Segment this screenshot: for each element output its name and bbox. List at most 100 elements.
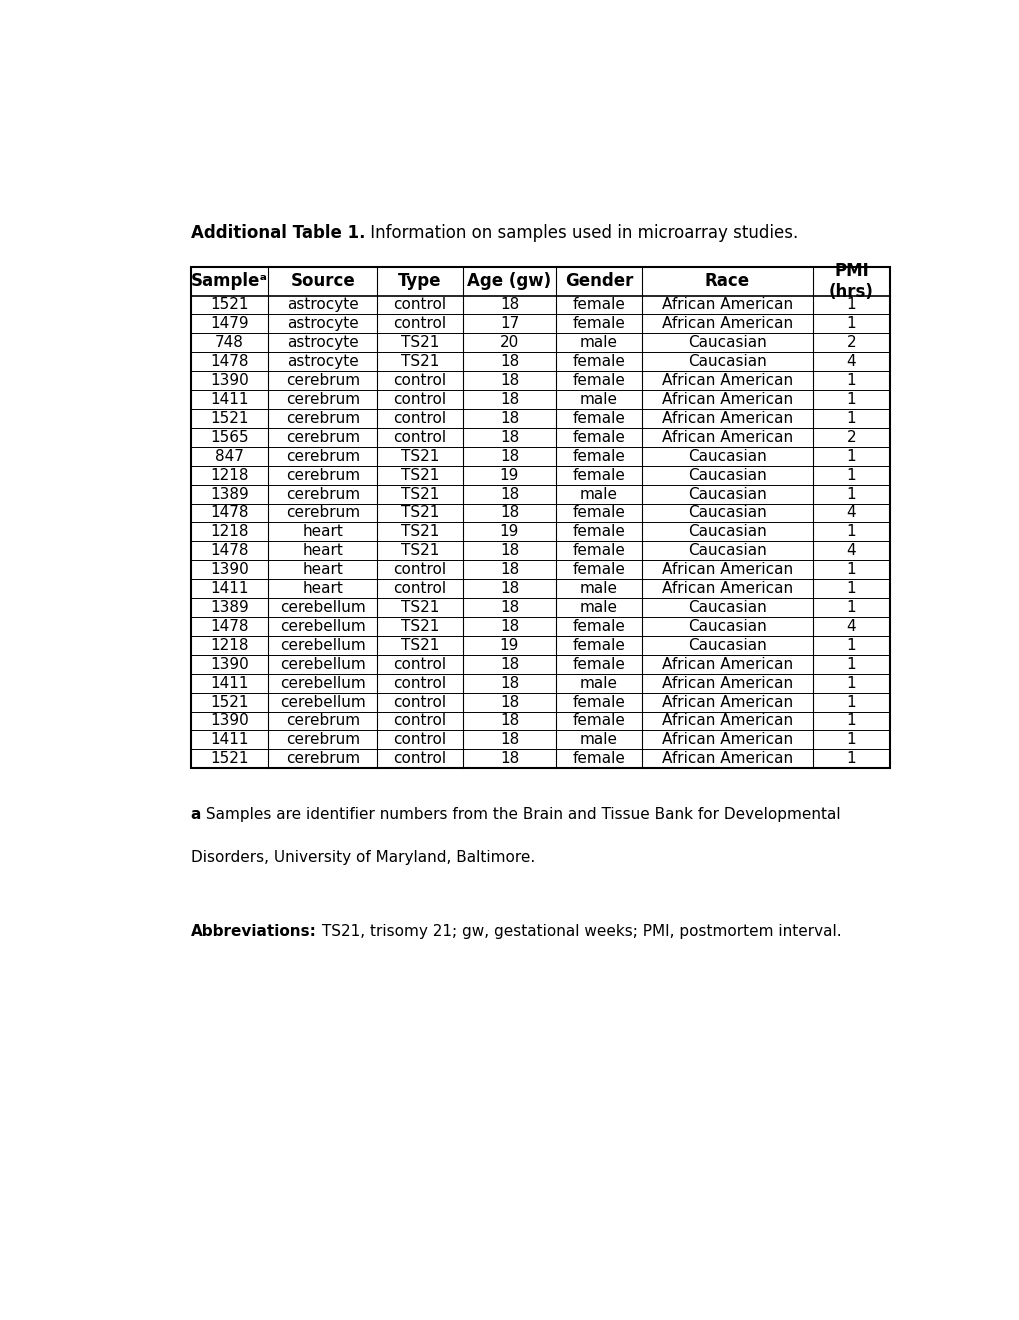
Text: 18: 18 <box>499 694 519 710</box>
Text: 1478: 1478 <box>210 354 249 370</box>
Text: Source: Source <box>290 272 355 290</box>
Text: 1478: 1478 <box>210 544 249 558</box>
Text: Additional Table 1.: Additional Table 1. <box>191 224 365 243</box>
Text: control: control <box>393 751 446 767</box>
Text: 1521: 1521 <box>210 411 249 426</box>
Text: 18: 18 <box>499 714 519 729</box>
Text: heart: heart <box>303 581 343 597</box>
Text: Samples are identifier numbers from the Brain and Tissue Bank for Developmental: Samples are identifier numbers from the … <box>201 807 840 822</box>
Text: cerebrum: cerebrum <box>285 487 360 502</box>
Text: heart: heart <box>303 562 343 577</box>
Text: Disorders, University of Maryland, Baltimore.: Disorders, University of Maryland, Balti… <box>191 850 535 865</box>
Text: 1218: 1218 <box>210 467 249 483</box>
Text: 18: 18 <box>499 562 519 577</box>
Text: 19: 19 <box>499 638 519 653</box>
Text: control: control <box>393 657 446 672</box>
Text: 1218: 1218 <box>210 638 249 653</box>
Text: female: female <box>572 657 625 672</box>
Text: Caucasian: Caucasian <box>687 506 765 520</box>
Text: female: female <box>572 506 625 520</box>
Text: 18: 18 <box>499 392 519 407</box>
Text: female: female <box>572 619 625 634</box>
Text: TS21: TS21 <box>400 638 439 653</box>
Text: 18: 18 <box>499 544 519 558</box>
Text: 1521: 1521 <box>210 751 249 767</box>
Text: Caucasian: Caucasian <box>687 544 765 558</box>
Text: 1: 1 <box>846 562 855 577</box>
Text: heart: heart <box>303 544 343 558</box>
Text: female: female <box>572 317 625 331</box>
Text: control: control <box>393 676 446 690</box>
Text: Sampleᵃ: Sampleᵃ <box>191 272 268 290</box>
Text: cerebrum: cerebrum <box>285 751 360 767</box>
Text: African American: African American <box>661 374 792 388</box>
Text: 1: 1 <box>846 524 855 540</box>
Text: Caucasian: Caucasian <box>687 524 765 540</box>
Text: 1521: 1521 <box>210 694 249 710</box>
Text: female: female <box>572 449 625 463</box>
Text: cerebrum: cerebrum <box>285 392 360 407</box>
Text: African American: African American <box>661 733 792 747</box>
Text: 1390: 1390 <box>210 374 249 388</box>
Text: female: female <box>572 751 625 767</box>
Text: astrocyte: astrocyte <box>286 354 359 370</box>
Text: 18: 18 <box>499 297 519 313</box>
Text: 1411: 1411 <box>210 676 249 690</box>
Text: 4: 4 <box>846 619 855 634</box>
Text: Caucasian: Caucasian <box>687 467 765 483</box>
Text: TS21, trisomy 21; gw, gestational weeks; PMI, postmortem interval.: TS21, trisomy 21; gw, gestational weeks;… <box>316 924 841 939</box>
Text: 18: 18 <box>499 411 519 426</box>
Text: 17: 17 <box>499 317 519 331</box>
Text: African American: African American <box>661 751 792 767</box>
Text: 1: 1 <box>846 601 855 615</box>
Text: 18: 18 <box>499 676 519 690</box>
Text: African American: African American <box>661 581 792 597</box>
Text: astrocyte: astrocyte <box>286 297 359 313</box>
Text: 20: 20 <box>499 335 519 350</box>
Text: male: male <box>579 581 618 597</box>
Text: 1521: 1521 <box>210 297 249 313</box>
Text: control: control <box>393 297 446 313</box>
Text: 18: 18 <box>499 449 519 463</box>
Text: female: female <box>572 714 625 729</box>
Text: Race: Race <box>704 272 749 290</box>
Text: cerebellum: cerebellum <box>280 638 366 653</box>
Text: control: control <box>393 733 446 747</box>
Text: 1: 1 <box>846 676 855 690</box>
Text: 1390: 1390 <box>210 562 249 577</box>
Text: 1: 1 <box>846 638 855 653</box>
Text: African American: African American <box>661 562 792 577</box>
Text: 1218: 1218 <box>210 524 249 540</box>
Text: Caucasian: Caucasian <box>687 619 765 634</box>
Text: 18: 18 <box>499 430 519 445</box>
Text: control: control <box>393 714 446 729</box>
Text: female: female <box>572 430 625 445</box>
Text: TS21: TS21 <box>400 335 439 350</box>
Text: 1: 1 <box>846 467 855 483</box>
Text: 1: 1 <box>846 733 855 747</box>
Text: control: control <box>393 562 446 577</box>
Text: 18: 18 <box>499 619 519 634</box>
Text: African American: African American <box>661 676 792 690</box>
Text: cerebrum: cerebrum <box>285 506 360 520</box>
Text: Gender: Gender <box>565 272 633 290</box>
Text: PMI
(hrs): PMI (hrs) <box>828 261 873 301</box>
Text: 18: 18 <box>499 751 519 767</box>
Text: female: female <box>572 411 625 426</box>
Text: cerebellum: cerebellum <box>280 694 366 710</box>
Text: 1: 1 <box>846 581 855 597</box>
Text: African American: African American <box>661 411 792 426</box>
Text: female: female <box>572 562 625 577</box>
Text: Abbreviations:: Abbreviations: <box>191 924 316 939</box>
Text: 1: 1 <box>846 657 855 672</box>
Text: control: control <box>393 411 446 426</box>
Text: cerebellum: cerebellum <box>280 619 366 634</box>
Text: African American: African American <box>661 657 792 672</box>
Text: female: female <box>572 467 625 483</box>
Text: 18: 18 <box>499 354 519 370</box>
Text: 1479: 1479 <box>210 317 249 331</box>
Text: 1: 1 <box>846 694 855 710</box>
Text: cerebrum: cerebrum <box>285 430 360 445</box>
Text: male: male <box>579 392 618 407</box>
Text: Caucasian: Caucasian <box>687 449 765 463</box>
